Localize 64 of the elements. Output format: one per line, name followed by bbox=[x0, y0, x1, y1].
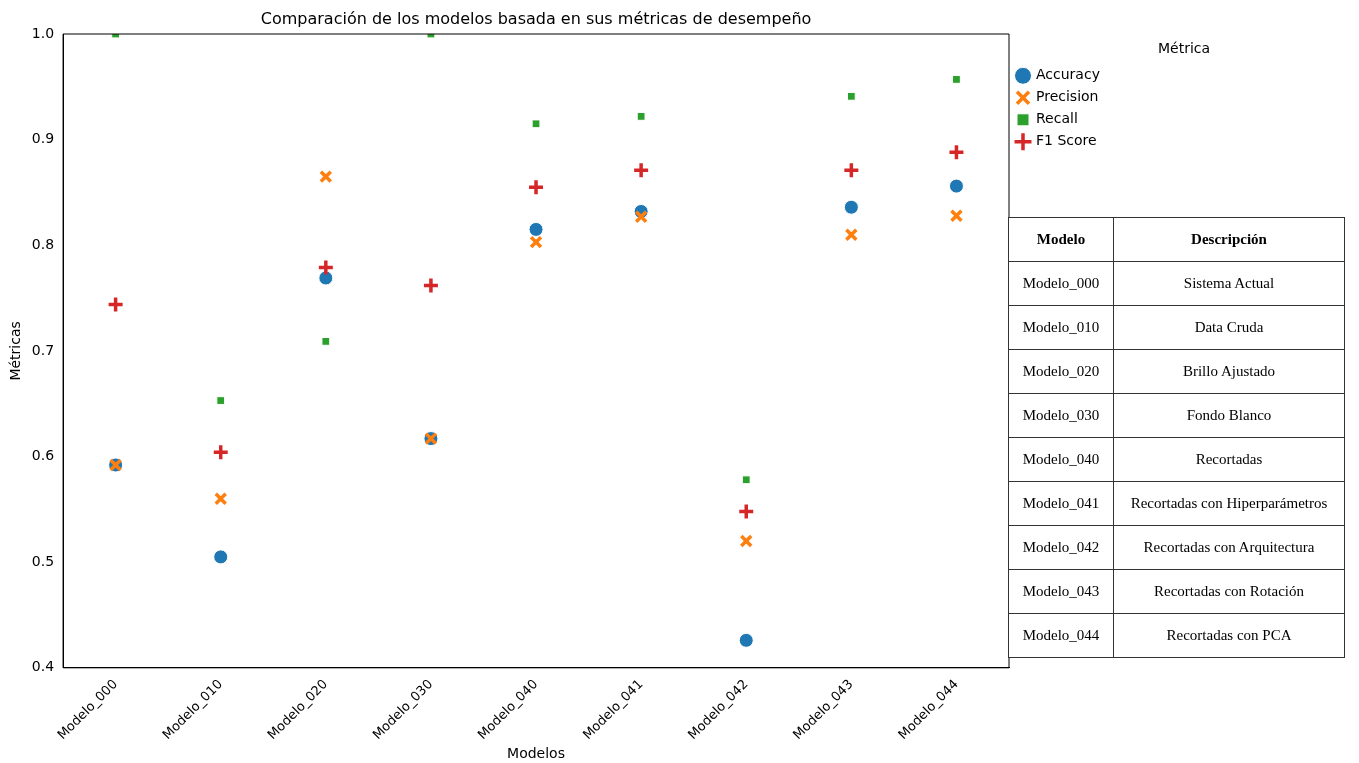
point bbox=[422, 276, 440, 295]
legend-label: Accuracy bbox=[1036, 66, 1100, 83]
point bbox=[317, 258, 335, 277]
point bbox=[843, 199, 859, 215]
chart-title: Comparación de los modelos basada en sus métricas de desempeño bbox=[260, 9, 812, 29]
point bbox=[318, 270, 334, 286]
text: Modelo_043 bbox=[1008, 569, 1114, 614]
point bbox=[529, 235, 543, 249]
point bbox=[741, 475, 751, 485]
point bbox=[106, 295, 125, 314]
text: Recortadas con Rotación bbox=[1113, 569, 1345, 614]
text: Recortadas con Arquitectura bbox=[1113, 525, 1345, 570]
text: Modelo_020 bbox=[1008, 349, 1114, 394]
text: Modelo_030 bbox=[1008, 393, 1114, 438]
y-tick-label: 0.9 bbox=[31, 130, 55, 147]
point bbox=[321, 337, 331, 346]
legend-label: Recall bbox=[1036, 110, 1078, 127]
point bbox=[214, 492, 228, 506]
point bbox=[949, 208, 964, 223]
point bbox=[216, 396, 226, 405]
point bbox=[213, 549, 229, 565]
y-tick-label: 0.8 bbox=[31, 235, 55, 252]
point bbox=[947, 143, 966, 162]
point bbox=[632, 161, 650, 180]
y-axis-title: Métricas bbox=[7, 321, 24, 381]
point bbox=[634, 210, 648, 224]
legend-label: Precision bbox=[1036, 88, 1099, 105]
text: Recortadas con PCA bbox=[1113, 613, 1345, 658]
point bbox=[527, 178, 545, 196]
legend-label: F1 Score bbox=[1036, 132, 1097, 149]
text: Brillo Ajustado bbox=[1113, 349, 1345, 394]
text: Descripción bbox=[1113, 217, 1345, 262]
point bbox=[952, 75, 961, 84]
point bbox=[739, 534, 753, 548]
text: Modelo bbox=[1008, 217, 1114, 262]
text: Fondo Blanco bbox=[1113, 393, 1345, 438]
legend-title: Métrica bbox=[1157, 39, 1211, 56]
y-tick-label: 0.7 bbox=[31, 341, 55, 358]
text: Modelo_000 bbox=[1008, 261, 1114, 306]
text: Modelo_044 bbox=[1008, 613, 1114, 658]
text: Modelo_042 bbox=[1008, 525, 1114, 570]
text: Modelo_010 bbox=[1008, 305, 1114, 350]
text: Modelo_040 bbox=[1008, 437, 1114, 482]
point bbox=[738, 632, 754, 648]
text: Modelo_041 bbox=[1008, 481, 1114, 526]
point bbox=[531, 119, 541, 129]
text: Data Cruda bbox=[1113, 305, 1345, 350]
y-tick-label: 0.5 bbox=[31, 552, 55, 569]
x-axis-title: Modelos bbox=[507, 745, 565, 762]
point bbox=[319, 169, 333, 184]
point bbox=[948, 178, 964, 194]
text: Recortadas con Hiperparámetros bbox=[1113, 481, 1345, 526]
point bbox=[737, 502, 755, 521]
y-tick-label: 0.6 bbox=[31, 447, 55, 464]
point bbox=[211, 443, 230, 462]
y-tick-label: 0.4 bbox=[31, 658, 55, 675]
point bbox=[842, 161, 861, 180]
text: Sistema Actual bbox=[1113, 261, 1345, 306]
y-tick-label: 1.0 bbox=[31, 24, 55, 41]
point bbox=[528, 221, 544, 237]
point bbox=[844, 228, 859, 242]
point bbox=[846, 91, 856, 101]
text: Recortadas bbox=[1113, 437, 1345, 482]
point bbox=[636, 112, 646, 121]
